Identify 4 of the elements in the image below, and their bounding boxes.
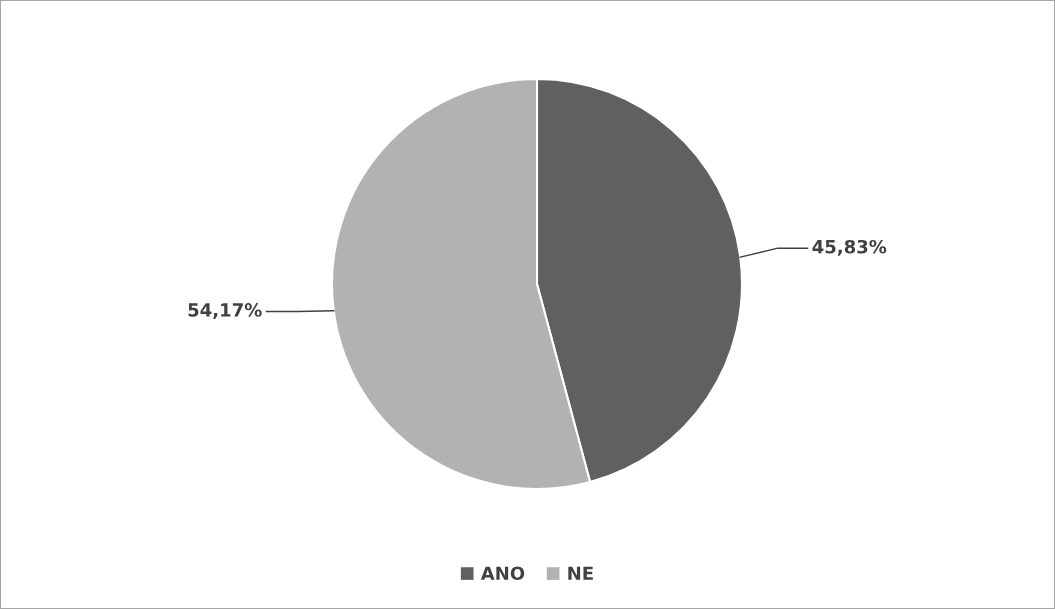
- data-label: 45,83%: [812, 239, 887, 256]
- legend-label: ANO: [480, 566, 525, 581]
- data-label: 54,17%: [188, 303, 262, 320]
- legend-label: NE: [568, 566, 593, 580]
